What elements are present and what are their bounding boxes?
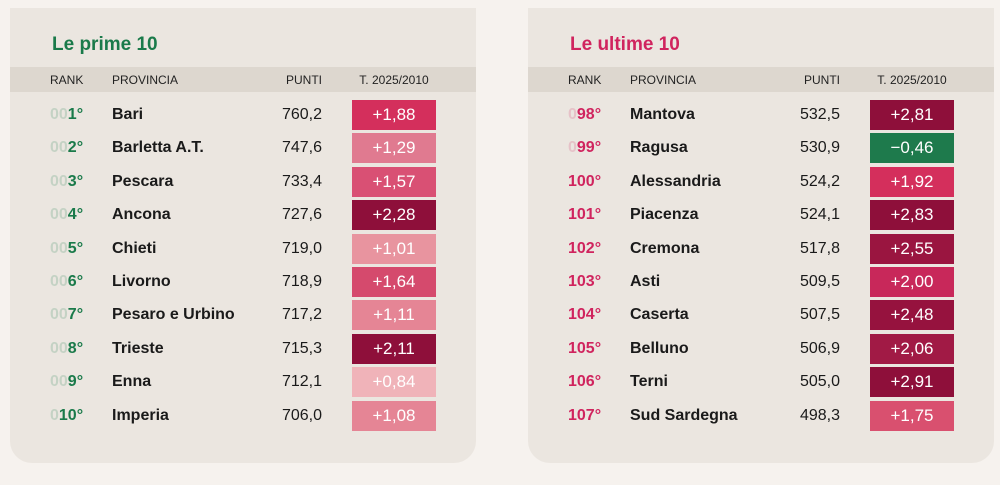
rank: 101° <box>568 206 602 224</box>
trend: +1,75 <box>870 400 954 431</box>
points: 498,3 <box>799 406 840 424</box>
rank: 106° <box>568 373 602 391</box>
province: Mantova <box>630 106 695 123</box>
rank: 004° <box>50 206 84 224</box>
province: Livorno <box>112 273 171 290</box>
points: 718,9 <box>281 273 322 290</box>
column-header: PROVINCIA <box>112 73 179 87</box>
province: Enna <box>112 373 152 391</box>
rank: 100° <box>568 172 602 190</box>
points: 509,5 <box>799 273 840 290</box>
points: 727,6 <box>281 206 322 224</box>
rank: 105° <box>568 339 602 357</box>
province: Ancona <box>112 206 171 224</box>
province: Trieste <box>112 339 164 357</box>
rank: 103° <box>568 273 602 290</box>
rank: 005° <box>50 239 84 257</box>
trend: +1,64 <box>352 267 436 297</box>
panel: Le ultime 10 RANK PROVINCIA PUNTI T. 2025/20… <box>528 8 994 463</box>
header-bar: RANK PROVINCIA PUNTI T. 2025/2010 <box>528 67 994 92</box>
trend: +2,28 <box>352 200 436 231</box>
trend: +2,06 <box>870 333 954 364</box>
points: 505,0 <box>799 373 840 391</box>
rank: 107° <box>568 406 602 424</box>
points: 747,6 <box>281 139 322 157</box>
trend: +2,83 <box>870 200 954 231</box>
trend: +2,11 <box>352 333 436 364</box>
column-header: PUNTI <box>804 73 840 87</box>
points: 507,5 <box>799 306 840 324</box>
province: Bari <box>112 106 144 123</box>
points: 517,8 <box>799 239 840 257</box>
trend: +1,92 <box>870 166 954 197</box>
trend: +0,84 <box>352 367 436 398</box>
trend: −0,46 <box>870 133 954 164</box>
points: 524,1 <box>799 206 840 224</box>
province: Chieti <box>112 239 157 257</box>
column-header: PUNTI <box>286 73 322 87</box>
trend: +2,00 <box>870 267 954 297</box>
province: Pesaro e Urbino <box>112 306 235 324</box>
rank: 010° <box>50 406 84 424</box>
points: 733,4 <box>281 172 322 190</box>
province: Imperia <box>112 406 169 424</box>
province: Belluno <box>630 339 689 357</box>
province: Cremona <box>630 239 700 257</box>
trend: +1,11 <box>352 300 436 331</box>
province: Ragusa <box>630 139 688 157</box>
rank: 102° <box>568 239 602 257</box>
province: Terni <box>630 373 668 391</box>
points: 719,0 <box>281 239 322 257</box>
rank: 099° <box>568 139 602 157</box>
points: 760,2 <box>281 106 322 123</box>
province: Asti <box>630 273 661 290</box>
rank: 007° <box>50 306 84 324</box>
province: Sud Sardegna <box>630 406 738 424</box>
header-bar: RANK PROVINCIA PUNTI T. 2025/2010 <box>10 67 476 92</box>
trend: +1,01 <box>352 233 436 264</box>
column-header: RANK <box>568 73 602 87</box>
panel-title: Le ultime 10 <box>570 34 680 55</box>
trend: +2,55 <box>870 233 954 264</box>
rank: 009° <box>50 373 84 391</box>
points: 706,0 <box>281 406 322 424</box>
rank: 098° <box>568 106 602 123</box>
panel-title: Le prime 10 <box>52 34 158 55</box>
trend: +2,91 <box>870 367 954 398</box>
points: 532,5 <box>799 106 840 123</box>
trend: +2,48 <box>870 300 954 331</box>
column-header: T. 2025/2010 <box>877 73 947 87</box>
province: Barletta A.T. <box>112 139 204 157</box>
rank: 006° <box>50 273 84 290</box>
column-header: RANK <box>50 73 84 87</box>
column-header: PROVINCIA <box>630 73 697 87</box>
rank: 104° <box>568 306 602 324</box>
province: Alessandria <box>630 172 721 190</box>
points: 506,9 <box>799 339 840 357</box>
rank: 003° <box>50 172 84 190</box>
column-header: T. 2025/2010 <box>359 73 429 87</box>
trend: +1,08 <box>352 400 436 431</box>
rank: 001° <box>50 106 84 123</box>
rank: 002° <box>50 139 84 157</box>
trend: +2,81 <box>870 100 954 130</box>
rank: 008° <box>50 339 84 357</box>
trend: +1,88 <box>352 100 436 130</box>
points: 717,2 <box>281 306 322 324</box>
province: Caserta <box>630 306 689 324</box>
panel: Le prime 10 RANK PROVINCIA PUNTI T. 2025/201… <box>10 8 476 463</box>
province: Pescara <box>112 172 174 190</box>
province: Piacenza <box>630 206 699 224</box>
points: 530,9 <box>799 139 840 157</box>
points: 712,1 <box>281 373 322 391</box>
points: 715,3 <box>281 339 322 357</box>
points: 524,2 <box>799 172 840 190</box>
trend: +1,29 <box>352 133 436 164</box>
trend: +1,57 <box>352 166 436 197</box>
